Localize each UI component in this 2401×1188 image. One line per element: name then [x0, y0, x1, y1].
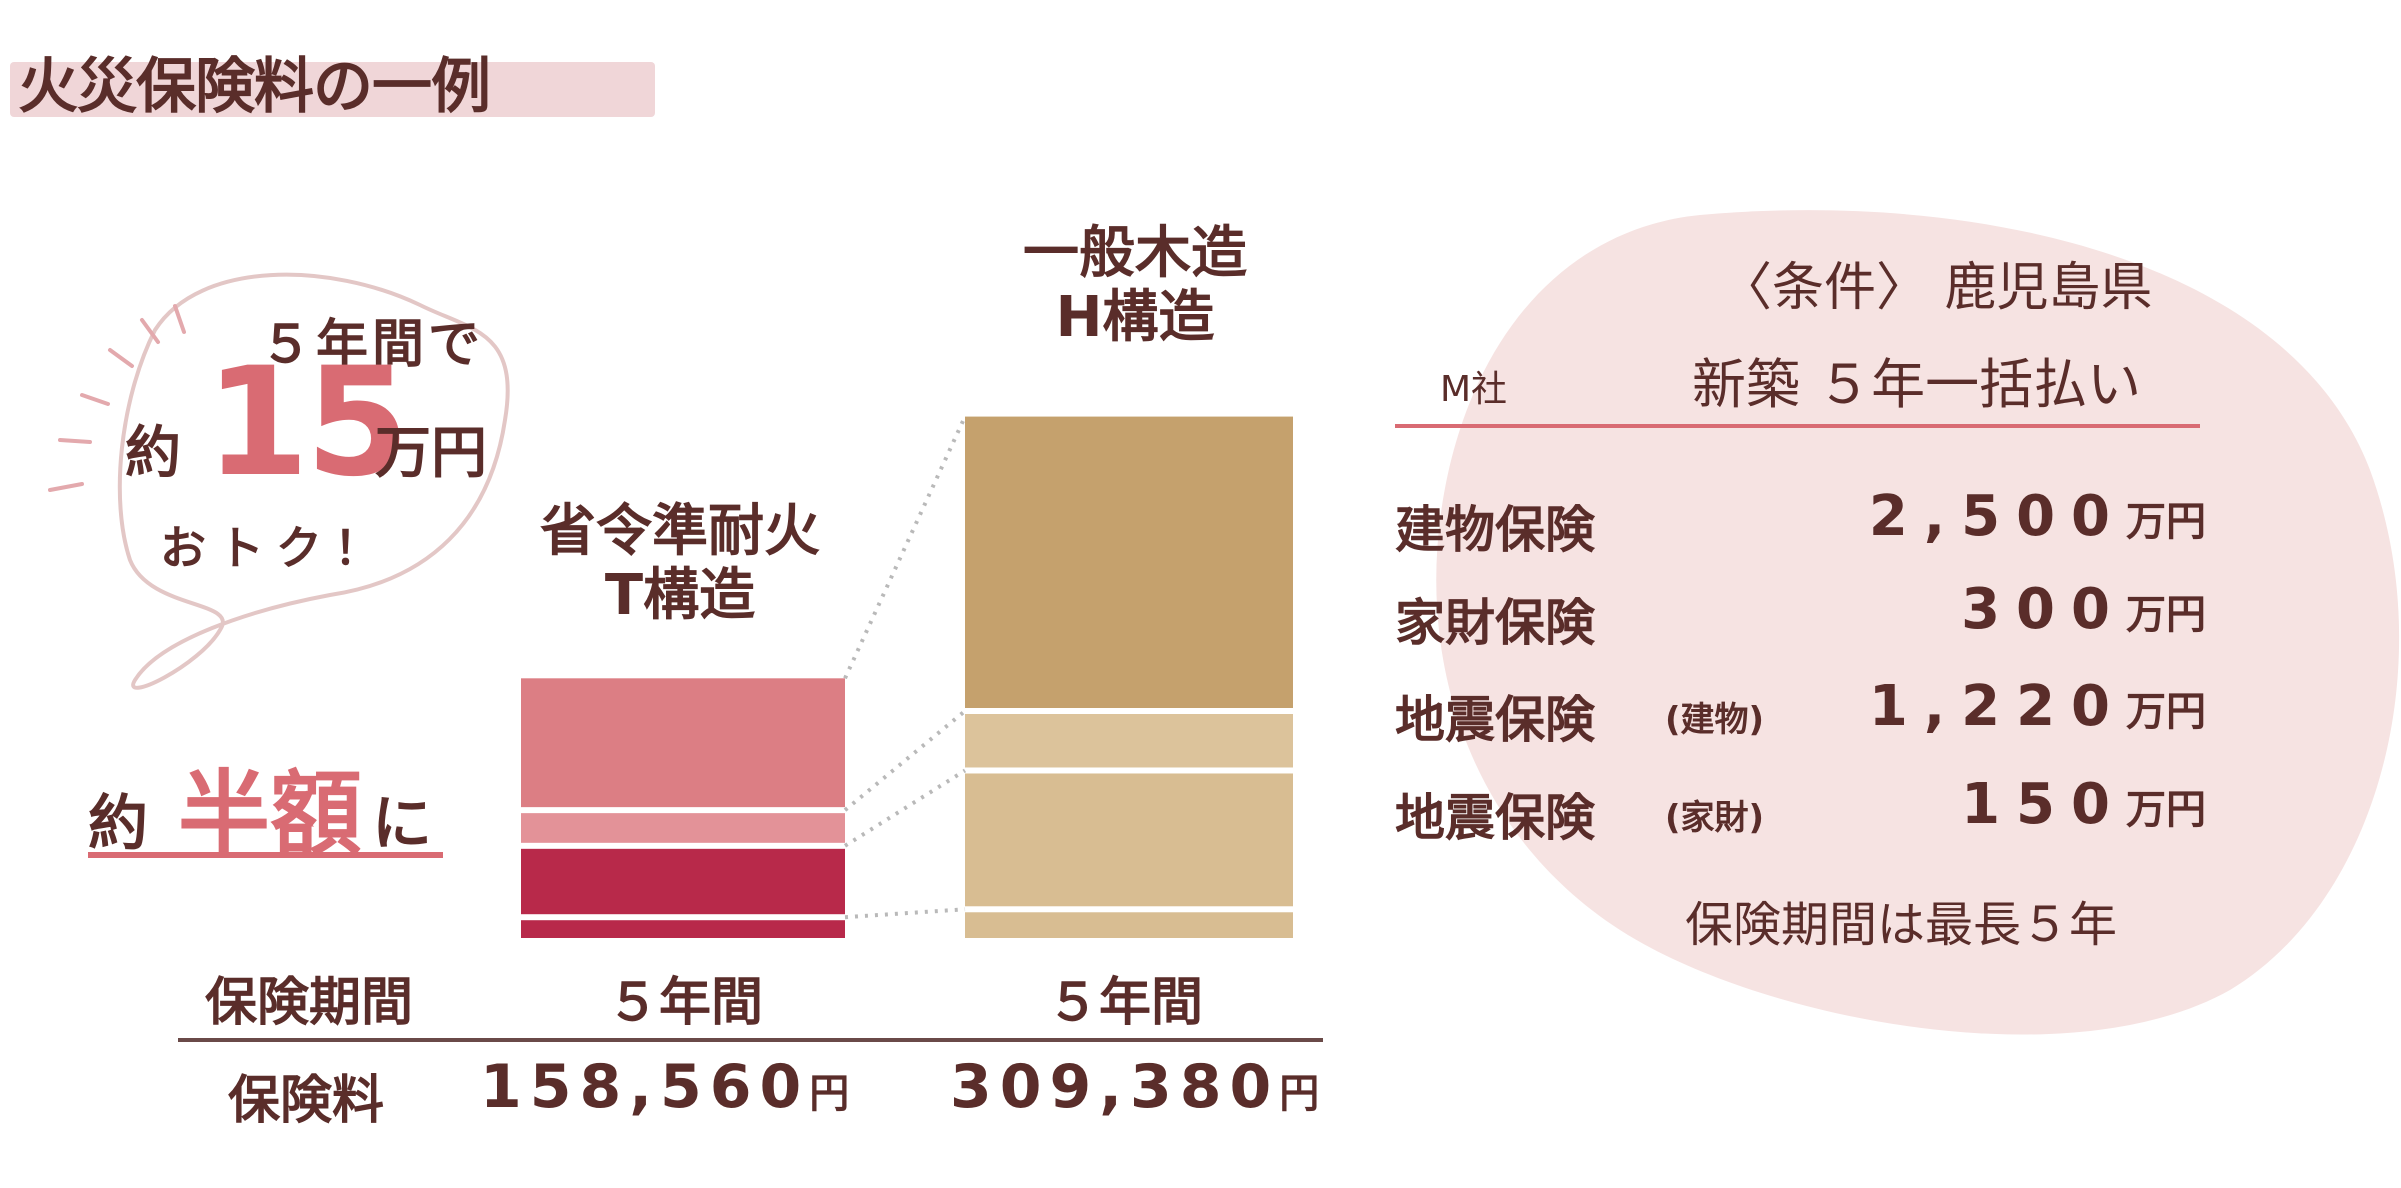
bar-segment — [965, 773, 1293, 907]
savings-amount: 15 — [205, 336, 410, 510]
bar-segment — [965, 912, 1293, 938]
bar-segment — [521, 678, 845, 808]
page-title: 火災保険料の一例 — [18, 52, 491, 122]
bar-segment — [965, 714, 1293, 768]
half-underline — [88, 852, 443, 858]
connector-line — [843, 709, 967, 812]
coverage-amount: 300 — [1961, 577, 2126, 642]
conditions-terms: 新築 ５年一括払い — [1692, 353, 2142, 416]
coverage-label-quake-building: 地震保険 — [1395, 691, 1595, 749]
bar-segment — [521, 920, 845, 938]
coverage-unit: 万円 — [2126, 499, 2206, 545]
fee-header: 保険料 — [228, 1071, 385, 1131]
coverage-unit: 万円 — [2126, 787, 2206, 833]
bar-segment — [965, 416, 1293, 708]
coverage-amount: 150 — [1961, 772, 2126, 837]
coverage-value-quake-contents: 150万円 — [1961, 772, 2206, 837]
conditions-divider — [1395, 424, 2200, 428]
coverage-value-contents: 300万円 — [1961, 577, 2206, 642]
savings-prefix: 約 — [125, 421, 181, 486]
half-suffix: に — [372, 789, 432, 859]
title-highlight — [10, 62, 655, 117]
period-value-h: ５年間 — [1046, 973, 1203, 1033]
bar-segment — [521, 813, 845, 843]
bar-segment — [521, 848, 845, 915]
savings-outline — [117, 272, 510, 690]
connector-line — [843, 768, 967, 848]
coverage-amount: 1,220 — [1868, 674, 2126, 739]
fee-number-h: 309,380 — [950, 1052, 1280, 1122]
coverage-unit: 万円 — [2126, 592, 2206, 638]
fee-value-h: 309,380円 — [950, 1052, 1319, 1122]
conditions-heading: 〈条件〉 鹿児島県 — [1720, 258, 2153, 318]
period-note: 保険期間は最長５年 — [1685, 897, 2118, 953]
half-prefix: 約 — [88, 789, 148, 859]
savings-otoku: おトク！ — [160, 521, 392, 575]
fee-yen-t: 円 — [809, 1071, 850, 1117]
coverage-value-quake-building: 1,220万円 — [1869, 674, 2206, 739]
conditions-panel-background — [1436, 210, 2400, 1035]
coverage-label-quake-contents: 地震保険 — [1395, 789, 1595, 847]
connector-line — [844, 907, 966, 920]
coverage-value-building: 2,500万円 — [1869, 484, 2206, 549]
category-label-t: 省令準耐火 T構造 — [540, 499, 820, 629]
burst-lines — [48, 304, 186, 492]
coverage-sub-quake-building: (建物) — [1665, 700, 1765, 740]
category-label-h: 一般木造 H構造 — [1023, 221, 1247, 351]
table-divider — [178, 1038, 1323, 1042]
fee-value-t: 158,560円 — [480, 1052, 849, 1122]
coverage-sub-quake-contents: (家財) — [1665, 798, 1765, 838]
period-value-t: ５年間 — [606, 973, 763, 1033]
fee-yen-h: 円 — [1279, 1071, 1320, 1117]
coverage-label-contents: 家財保険 — [1395, 594, 1595, 652]
savings-period: ５年間で — [260, 315, 485, 375]
half-word: 半額 — [178, 761, 363, 868]
connector-line — [843, 415, 967, 680]
coverage-unit: 万円 — [2126, 689, 2206, 735]
fee-number-t: 158,560 — [480, 1052, 810, 1122]
period-header: 保険期間 — [205, 973, 414, 1033]
coverage-amount: 2,500 — [1868, 484, 2126, 549]
insurer-name: M社 — [1440, 369, 1508, 410]
savings-unit: 万円 — [375, 421, 487, 486]
coverage-label-building: 建物保険 — [1395, 501, 1595, 559]
